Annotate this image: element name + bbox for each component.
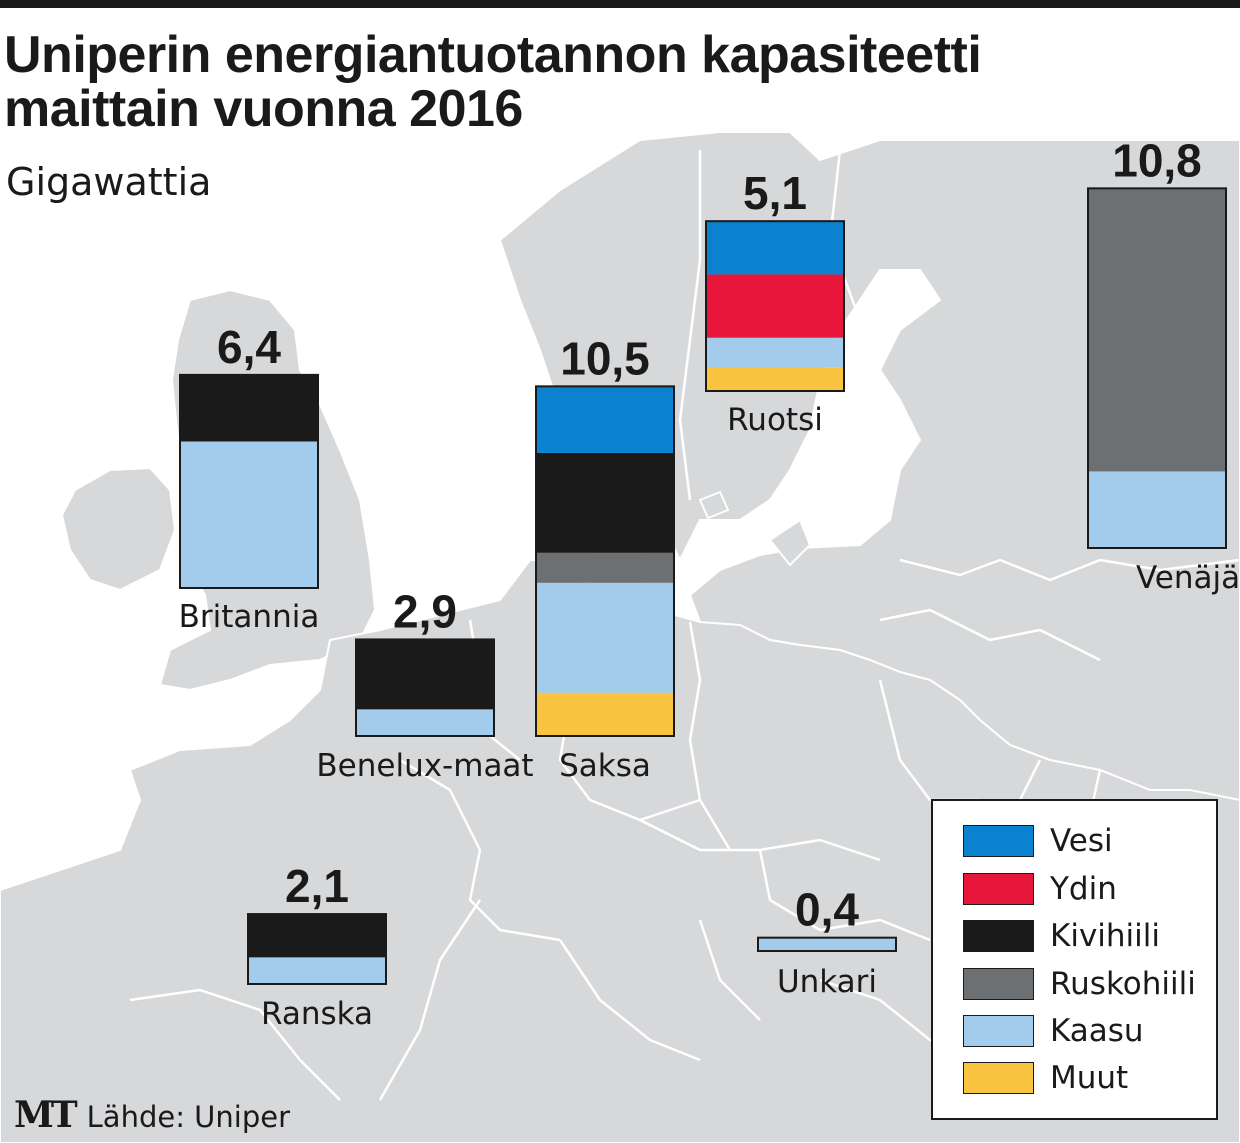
country-label-benelux-maat: Benelux-maat [316,748,533,784]
legend-swatch-ruskohiili [963,968,1034,1000]
source-text: Lähde: Uniper [86,1100,291,1134]
bar-segment-ruotsi-ydin [706,274,844,338]
legend-swatch-vesi [963,825,1034,857]
bar-segment-britannia-kaasu [180,441,318,588]
legend-item-kivihiili: Kivihiili [963,918,1160,954]
bar-segment-saksa-kivihiili [536,452,674,553]
bar-segment-unkari-kaasu [758,937,896,951]
bar-group-ranska: 2,1 Ranska [247,860,387,1032]
total-label-unkari: 0,4 [795,884,859,936]
legend-item-muut: Muut [963,1060,1129,1096]
bar-group-ruotsi: 5,1 Ruotsi [705,167,845,438]
legend-item-ruskohiili: Ruskohiili [963,966,1196,1002]
bar-group-saksa: 10,5 Saksa [535,332,675,784]
bar-segment-saksa-kaasu [536,582,674,693]
legend-swatch-ydin [963,873,1034,905]
bar-segment-ven-j-kaasu [1088,471,1226,548]
legend-label-kivihiili: Kivihiili [1050,918,1160,954]
total-label-britannia: 6,4 [217,321,281,373]
bar-group-benelux-maat: 2,9 Benelux-maat [316,585,533,784]
bar-segment-saksa-ruskohiili [536,552,674,583]
bar-segment-ruotsi-vesi [706,221,844,275]
legend-label-ruskohiili: Ruskohiili [1050,966,1196,1002]
total-label-ven-j: 10,8 [1112,134,1202,186]
bar-group-britannia: 6,4 Britannia [179,321,320,635]
country-label-britannia: Britannia [179,599,320,635]
legend-item-vesi: Vesi [963,823,1113,859]
legend-item-ydin: Ydin [963,871,1117,907]
total-label-saksa: 10,5 [560,332,650,384]
country-label-ven-j: Venäjä [1136,560,1240,596]
country-label-ruotsi: Ruotsi [727,402,823,438]
bar-segment-britannia-kivihiili [180,374,318,442]
total-label-benelux-maat: 2,9 [393,585,457,637]
bar-group-unkari: 0,4 Unkari [757,884,897,1000]
bar-segment-benelux-maat-kivihiili [356,639,494,710]
legend-swatch-kaasu [963,1015,1034,1047]
bar-segment-ranska-kivihiili [248,914,386,958]
total-label-ruotsi: 5,1 [743,167,807,219]
bar-segment-saksa-muut [536,692,674,736]
source-line: MT Lähde: Uniper [14,1094,290,1136]
mt-logo: MT [14,1094,78,1136]
legend-item-kaasu: Kaasu [963,1013,1144,1049]
country-label-ranska: Ranska [261,996,373,1032]
country-label-unkari: Unkari [777,964,877,1000]
bar-segment-ranska-kaasu [248,957,386,984]
bar-segment-saksa-vesi [536,386,674,453]
legend-label-muut: Muut [1050,1060,1129,1096]
bar-group-ven-j: 10,8 Venäjä [1087,134,1240,596]
chart-subtitle: Gigawattia [6,160,212,204]
bar-segment-ruotsi-kaasu [706,337,844,368]
total-label-ranska: 2,1 [285,860,349,912]
bar-segment-benelux-maat-kaasu [356,709,494,736]
country-label-saksa: Saksa [559,748,651,784]
legend-label-ydin: Ydin [1050,871,1117,907]
bar-segment-ruotsi-muut [706,367,844,391]
bar-segment-ven-j-ruskohiili [1088,188,1226,472]
top-rule [0,0,1240,8]
chart-title: Uniperin energiantuotannon kapasiteetti … [4,26,982,138]
legend-swatch-kivihiili [963,920,1034,952]
legend: Vesi Ydin Kivihiili Ruskohiili Kaasu Muu… [931,799,1218,1120]
legend-label-kaasu: Kaasu [1050,1013,1144,1049]
legend-swatch-muut [963,1062,1034,1094]
legend-label-vesi: Vesi [1050,823,1113,859]
